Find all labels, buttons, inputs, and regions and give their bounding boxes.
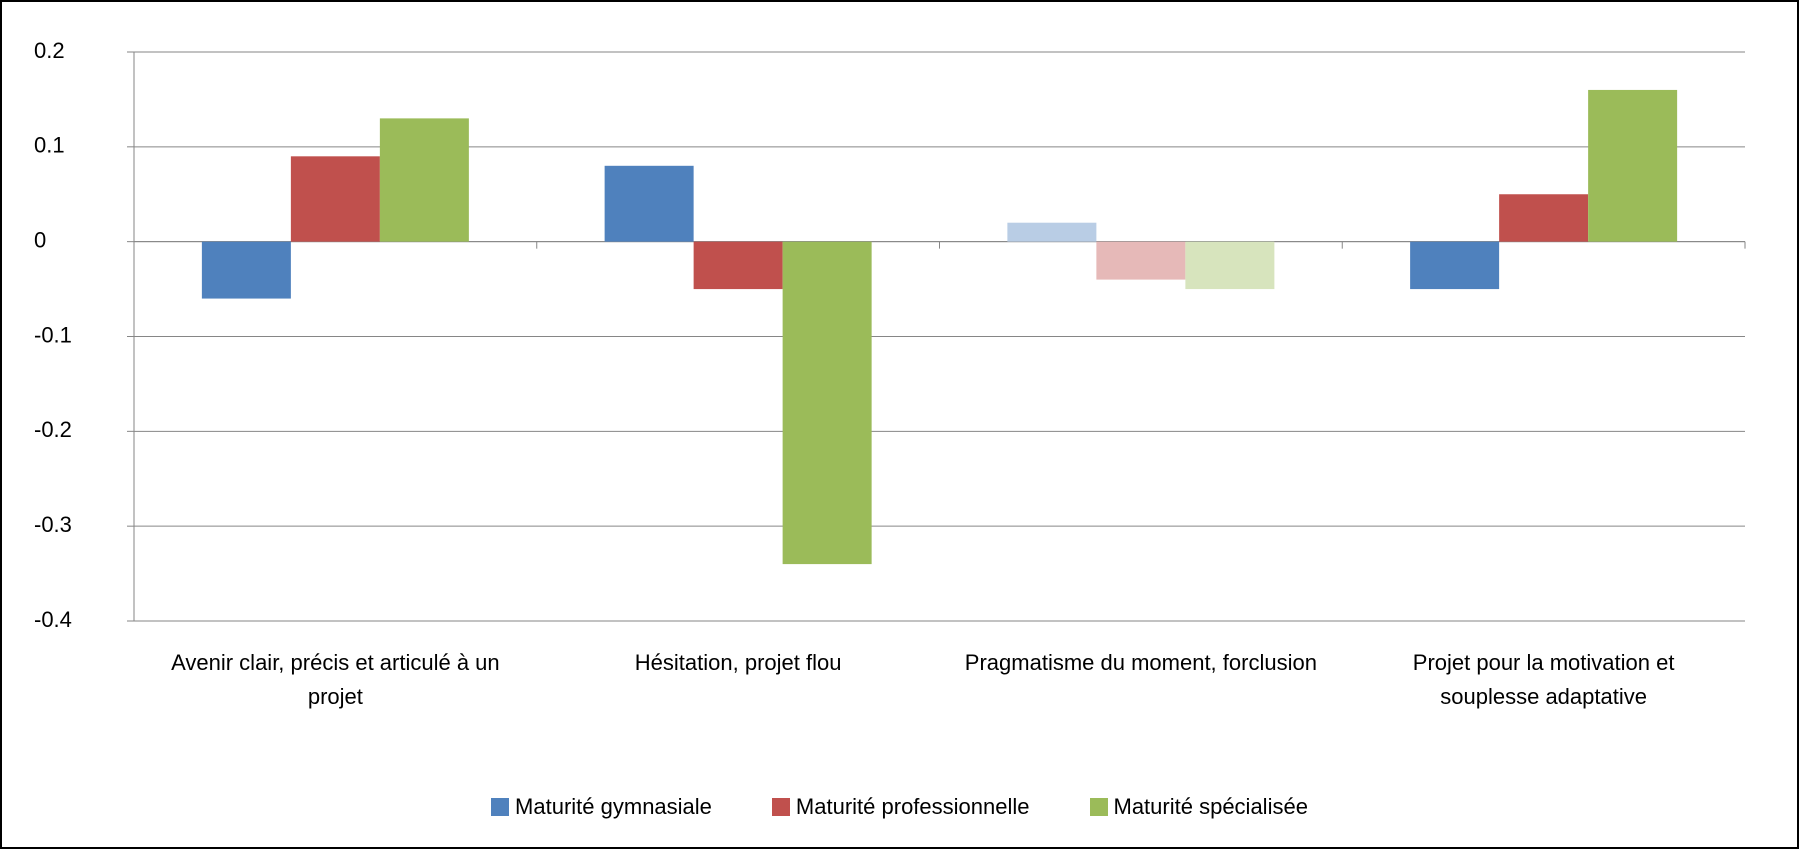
bar xyxy=(379,118,469,242)
legend-swatch xyxy=(491,798,510,816)
x-tick-label: Projet pour la motivation et souplesse a… xyxy=(1412,650,1675,709)
y-tick-label: 0.2 xyxy=(34,38,65,63)
legend-swatch xyxy=(1089,798,1108,816)
bar xyxy=(290,156,380,242)
legend-item: Maturité spécialisée xyxy=(1089,794,1308,820)
y-tick-label: -0.1 xyxy=(34,322,72,347)
y-tick-label: -0.3 xyxy=(34,512,72,537)
legend: Maturité gymnasiale Maturité professionne… xyxy=(0,794,1799,820)
bar xyxy=(1588,89,1678,242)
bar xyxy=(1096,241,1186,280)
y-tick-label: 0 xyxy=(34,227,46,252)
legend-label: Maturité gymnasiale xyxy=(515,794,712,819)
legend-label: Maturité professionnelle xyxy=(795,794,1030,819)
y-tick-label: 0.1 xyxy=(34,133,65,158)
bar xyxy=(782,241,872,565)
x-tick-label: Avenir clair, précis et articulé à un pr… xyxy=(171,650,500,709)
legend-swatch xyxy=(771,798,790,816)
x-tick-label: Hésitation, projet flou xyxy=(634,650,842,675)
bar xyxy=(1499,194,1589,242)
bar xyxy=(1185,241,1275,290)
legend-item: Maturité gymnasiale xyxy=(491,794,712,820)
legend-label: Maturité spécialisée xyxy=(1113,794,1308,819)
legend-item: Maturité professionnelle xyxy=(771,794,1030,820)
y-tick-label: -0.2 xyxy=(34,417,72,442)
bar xyxy=(1007,222,1097,242)
bar xyxy=(201,241,291,299)
x-tick-label: Pragmatisme du moment, forclusion xyxy=(964,650,1317,675)
bar xyxy=(693,241,783,290)
bar xyxy=(1410,241,1500,290)
bar xyxy=(604,165,694,242)
y-tick-label: -0.4 xyxy=(34,607,72,632)
